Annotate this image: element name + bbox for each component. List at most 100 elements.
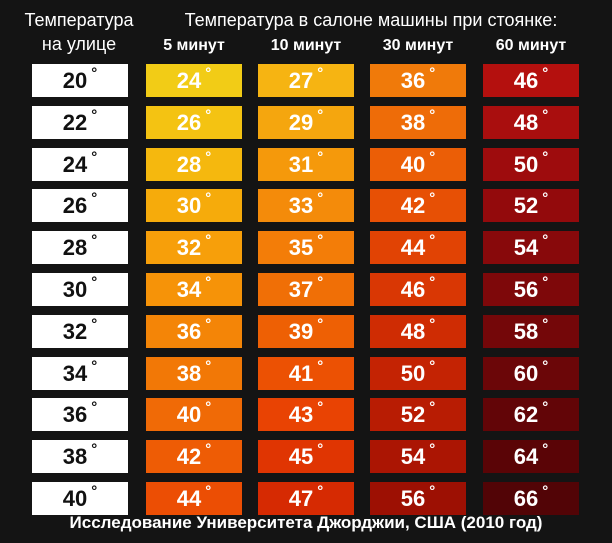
degree-symbol: ° [91, 399, 98, 416]
outside-temperature-cell: 30 ° [32, 273, 128, 306]
degree-symbol: ° [91, 358, 98, 375]
cabin-temperature-cell: 42 ° [370, 189, 466, 222]
cell-value: 28 [176, 151, 202, 177]
cell-value: 30 [62, 276, 88, 302]
cell-value: 33 [288, 192, 314, 218]
outside-temperature-header-line: на улице [41, 34, 117, 54]
degree-symbol: ° [429, 399, 436, 416]
cell-value: 39 [288, 318, 314, 344]
degree-symbol: ° [542, 358, 549, 375]
cell-value: 40 [62, 485, 88, 511]
cell-value: 31 [288, 151, 314, 177]
cabin-temperature-cell: 34 ° [146, 273, 242, 306]
cell-value: 36 [400, 67, 426, 93]
cabin-temperature-cell: 40 ° [370, 148, 466, 181]
cabin-temperature-cell: 42 ° [146, 440, 242, 473]
cell-value: 50 [513, 151, 539, 177]
column-header-3: 30 минут [382, 37, 454, 54]
degree-symbol: ° [542, 483, 549, 500]
cell-value: 56 [400, 485, 426, 511]
cabin-temperature-cell: 33 ° [258, 189, 354, 222]
cabin-temperature-cell: 48 ° [483, 106, 579, 139]
degree-symbol: ° [91, 65, 98, 82]
outside-temperature-cell: 40 ° [32, 482, 128, 515]
cabin-temperature-cell: 50 ° [483, 148, 579, 181]
cabin-temperature-cell: 54 ° [483, 231, 579, 264]
degree-symbol: ° [91, 149, 98, 166]
outside-temperature-cell: 38 ° [32, 440, 128, 473]
degree-symbol: ° [317, 316, 324, 333]
degree-symbol: ° [317, 274, 324, 291]
degree-symbol: ° [91, 232, 98, 249]
outside-temperature-cell: 24 ° [32, 148, 128, 181]
cell-value: 58 [513, 318, 539, 344]
degree-symbol: ° [429, 441, 436, 458]
degree-symbol: ° [205, 399, 212, 416]
cell-value: 35 [288, 234, 314, 260]
cabin-temperature-cell: 41 ° [258, 357, 354, 390]
degree-symbol: ° [429, 190, 436, 207]
cell-value: 37 [288, 276, 314, 302]
cell-value: 22 [62, 109, 88, 135]
cabin-temperature-cell: 64 ° [483, 440, 579, 473]
cabin-temperature-cell: 48 ° [370, 315, 466, 348]
cell-value: 30 [176, 192, 202, 218]
outside-temperature-cell: 34 ° [32, 357, 128, 390]
degree-symbol: ° [429, 65, 436, 82]
degree-symbol: ° [205, 483, 212, 500]
outside-temperature-cell: 20 ° [32, 64, 128, 97]
degree-symbol: ° [317, 190, 324, 207]
degree-symbol: ° [91, 107, 98, 124]
cell-value: 54 [400, 443, 426, 469]
cabin-temperature-cell: 32 ° [146, 231, 242, 264]
cell-value: 26 [62, 192, 88, 218]
cell-value: 40 [176, 401, 202, 427]
column-header-2: 10 минут [270, 37, 342, 54]
cabin-temperature-cell: 27 ° [258, 64, 354, 97]
degree-symbol: ° [542, 65, 549, 82]
cell-value: 66 [513, 485, 539, 511]
cell-value: 43 [288, 401, 314, 427]
cabin-temperature-cell: 38 ° [370, 106, 466, 139]
cabin-temperature-cell: 44 ° [146, 482, 242, 515]
degree-symbol: ° [317, 441, 324, 458]
degree-symbol: ° [429, 274, 436, 291]
degree-symbol: ° [542, 232, 549, 249]
cell-value: 36 [62, 401, 88, 427]
degree-symbol: ° [429, 483, 436, 500]
cell-value: 34 [62, 360, 88, 386]
cell-value: 38 [176, 360, 202, 386]
cell-value: 46 [513, 67, 539, 93]
cell-value: 24 [176, 67, 202, 93]
cell-value: 54 [513, 234, 539, 260]
degree-symbol: ° [429, 107, 436, 124]
degree-symbol: ° [205, 190, 212, 207]
degree-symbol: ° [317, 107, 324, 124]
cabin-temperature-cell: 62 ° [483, 398, 579, 431]
cabin-temperature-cell: 45 ° [258, 440, 354, 473]
degree-symbol: ° [429, 232, 436, 249]
degree-symbol: ° [205, 441, 212, 458]
outside-temperature-header-line: Температура [24, 10, 134, 30]
cabin-temperature-cell: 66 ° [483, 482, 579, 515]
cell-value: 44 [176, 485, 202, 511]
cabin-temperature-cell: 52 ° [370, 398, 466, 431]
cabin-temperature-cell: 24 ° [146, 64, 242, 97]
cell-value: 38 [400, 109, 426, 135]
cell-value: 29 [288, 109, 314, 135]
column-header-4: 60 минут [495, 37, 567, 54]
cabin-temperature-cell: 52 ° [483, 189, 579, 222]
cell-value: 40 [400, 151, 426, 177]
cell-value: 50 [400, 360, 426, 386]
chart-title: Температура в салоне машины при стоянке: [184, 10, 558, 30]
cell-value: 60 [513, 360, 539, 386]
cell-value: 48 [513, 109, 539, 135]
degree-symbol: ° [317, 399, 324, 416]
cabin-temperature-cell: 56 ° [370, 482, 466, 515]
cell-value: 26 [176, 109, 202, 135]
degree-symbol: ° [317, 149, 324, 166]
outside-temperature-cell: 36 ° [32, 398, 128, 431]
degree-symbol: ° [542, 274, 549, 291]
cell-value: 38 [62, 443, 88, 469]
outside-temperature-header: Температура на улице [16, 8, 142, 56]
